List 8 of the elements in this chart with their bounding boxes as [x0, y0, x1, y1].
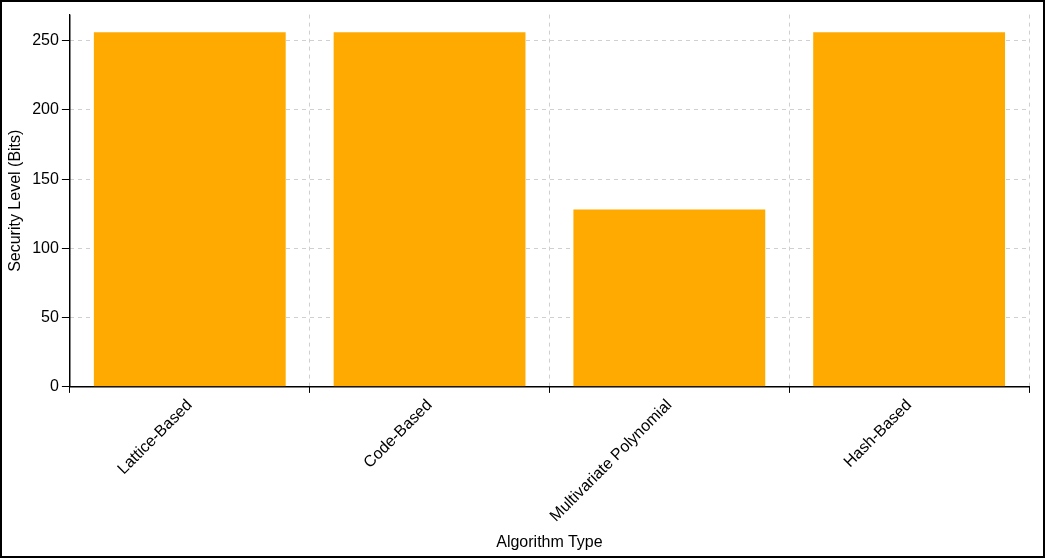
y-tick-label: 50	[41, 308, 59, 326]
y-tick-label: 150	[32, 169, 59, 187]
y-axis-title: Security Level (Bits)	[6, 129, 24, 272]
y-tick-label: 250	[32, 31, 59, 49]
y-tick-label: 0	[49, 377, 59, 395]
y-tick-label: 200	[32, 100, 59, 118]
y-tick-label: 100	[32, 238, 59, 256]
x-axis-title: Algorithm Type	[496, 532, 603, 550]
